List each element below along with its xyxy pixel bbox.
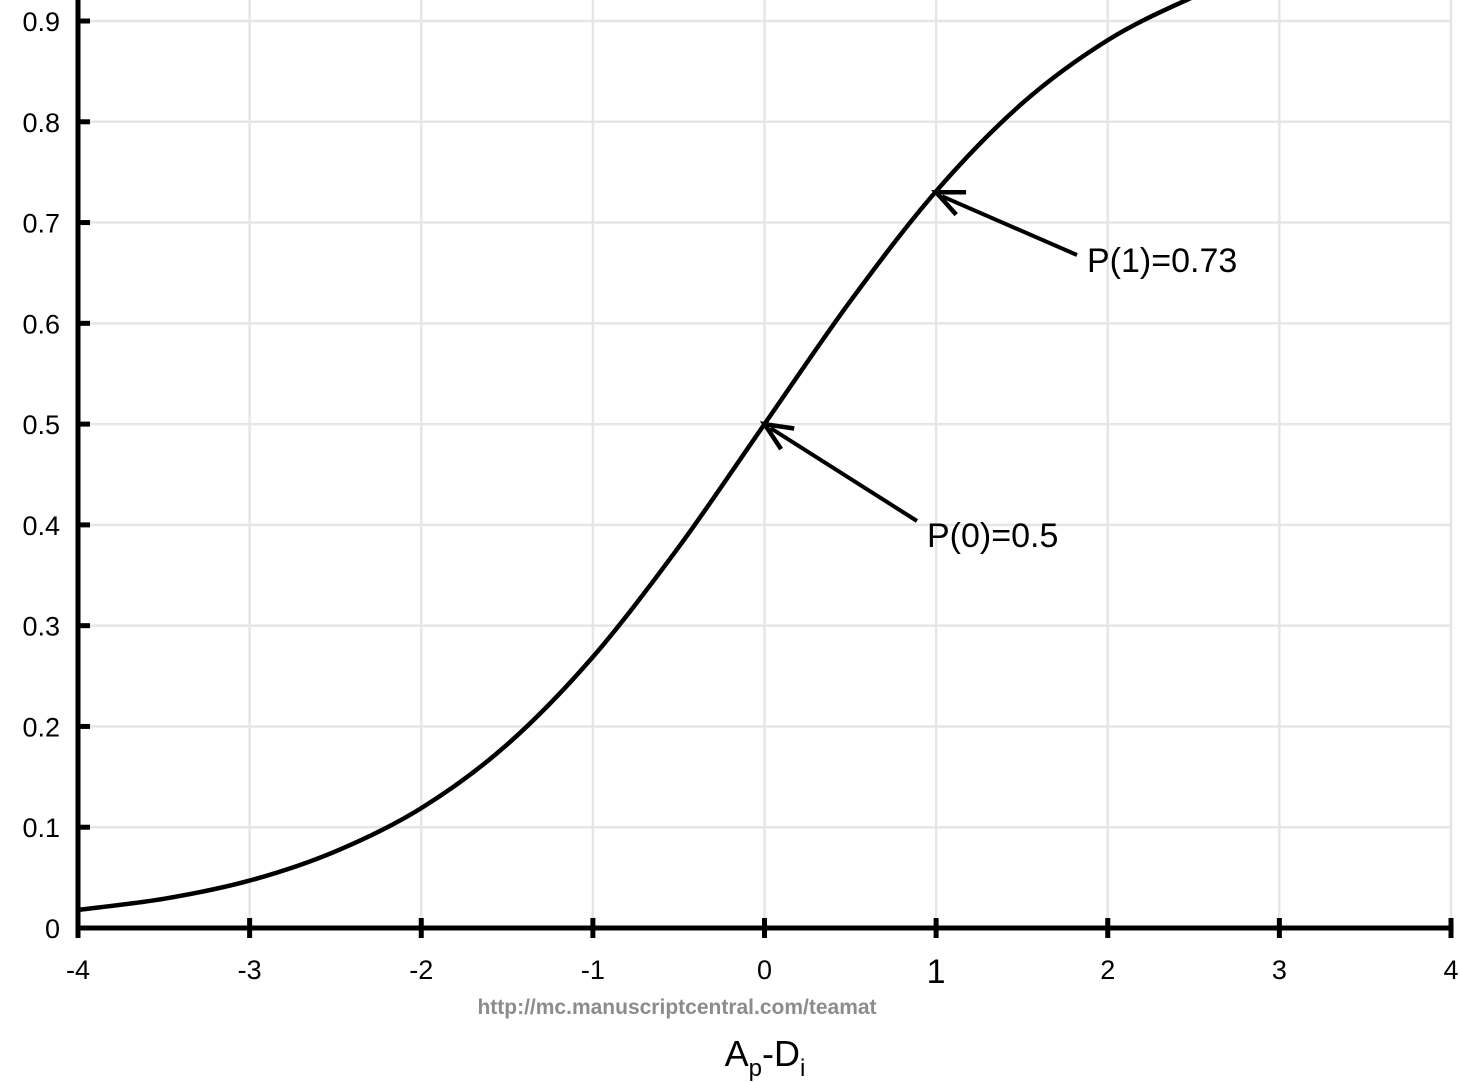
y-tick-label: 0.9 xyxy=(22,7,60,37)
x-tick-label: 2 xyxy=(1100,955,1115,985)
y-tick-label: 0.7 xyxy=(22,209,60,239)
series-line-logistic xyxy=(77,0,1192,913)
y-tick-label: 0.8 xyxy=(22,108,60,138)
y-tick-label: 0.6 xyxy=(22,309,60,339)
x-tick-label: -2 xyxy=(409,955,433,985)
y-tick-label: 0.5 xyxy=(22,410,60,440)
annotation-arrow-line xyxy=(941,194,1078,257)
x-axis-label: Ap-Di xyxy=(725,1033,806,1082)
y-tick-label: 0.3 xyxy=(22,612,60,642)
annotations: P(0)=0.5 P(1)=0.73 xyxy=(759,190,1237,555)
watermark-url: http://mc.manuscriptcentral.com/teamat xyxy=(477,996,876,1019)
x-tick-label: -1 xyxy=(581,955,605,985)
x-axis-label-sub: p xyxy=(749,1055,762,1082)
y-tick-label: 0.1 xyxy=(22,813,60,843)
annotation-label: P(1)=0.73 xyxy=(1087,242,1237,280)
annotation-arrowhead xyxy=(931,190,967,217)
x-tick-label: 1 xyxy=(927,953,946,991)
annotation-arrowhead xyxy=(759,421,795,451)
x-tick-label: 3 xyxy=(1272,955,1287,985)
x-tick-label: 0 xyxy=(757,955,772,985)
y-tick-label: 0.2 xyxy=(22,712,60,742)
x-tick-label: -4 xyxy=(66,955,90,985)
y-tick-label: 0 xyxy=(45,914,60,944)
y-tick-label: 0.4 xyxy=(22,511,60,541)
x-axis-label-part: -D xyxy=(762,1033,800,1074)
x-axis-label-part: A xyxy=(725,1033,749,1074)
grid-lines xyxy=(78,0,1453,928)
ticks: -4 -3 -2 -1 0 1 2 3 4 0 0.1 0.2 0.3 0.4 0.5 0.6 0.7 0.8 0.… xyxy=(22,7,1458,991)
annotation-arrow-line xyxy=(769,426,919,523)
x-tick-label: -3 xyxy=(238,955,262,985)
annotation-label: P(0)=0.5 xyxy=(927,517,1058,555)
x-tick-label: 4 xyxy=(1443,955,1458,985)
x-axis-label-sub: i xyxy=(800,1055,805,1082)
